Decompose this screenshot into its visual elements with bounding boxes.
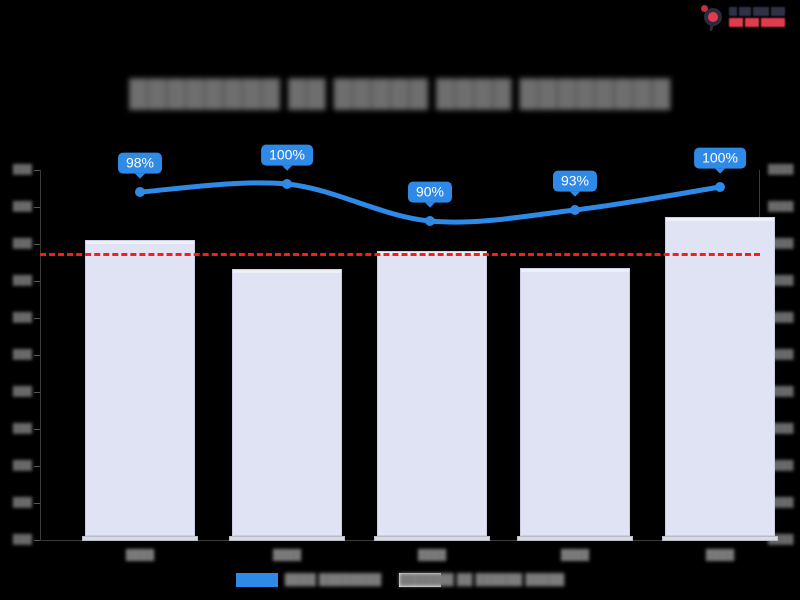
legend-item[interactable]: ███████ ██ ██████ █████ — [399, 573, 565, 587]
y-tick-label-right: ████ — [768, 497, 794, 507]
target-threshold-line — [40, 253, 760, 256]
y-axis-right-ticks: ████ ████ ████ ████ ████ ████ ████ ████ ████ ████… — [759, 164, 794, 544]
logo-wordmark — [729, 7, 785, 27]
data-label: 100% — [261, 144, 313, 172]
brand-logo — [700, 2, 792, 32]
y-tick-label-left: ███ — [12, 460, 32, 470]
y-tick-left — [34, 429, 40, 430]
legend-label: ████ ████████ — [284, 574, 382, 586]
bar-base — [662, 536, 778, 541]
line-marker[interactable] — [715, 182, 725, 192]
chart-legend: ████ ████████ ███████ ██ ██████ █████ — [0, 570, 800, 590]
y-tick-label-left: ███ — [12, 275, 32, 285]
y-tick-left — [34, 355, 40, 356]
line-marker[interactable] — [570, 205, 580, 215]
x-axis-label: ████ — [705, 550, 735, 561]
y-tick-label-right: ████ — [768, 201, 794, 211]
y-tick-label-right: ████ — [768, 312, 794, 322]
y-tick-left — [34, 244, 40, 245]
x-axis-label: ████ — [272, 550, 302, 561]
y-tick-label-left: ███ — [12, 238, 32, 248]
y-tick-label-left: ███ — [12, 349, 32, 359]
legend-swatch — [235, 573, 278, 587]
y-tick-left — [34, 318, 40, 319]
y-tick-left — [34, 207, 40, 208]
y-tick-left — [34, 503, 40, 504]
y-tick-label-right: ████ — [768, 423, 794, 433]
y-tick-label-left: ███ — [12, 312, 32, 322]
chart-title: ████████ ██ █████ ████ ████████ — [0, 76, 800, 110]
bar-base — [82, 536, 198, 541]
chart-title-text: ████████ ██ █████ ████ ████████ — [129, 77, 671, 108]
line-series — [135, 179, 725, 226]
data-label: 90% — [407, 181, 453, 209]
y-axis-left-ticks: ███ ███ ███ ███ ███ ███ ███ ███ ███ ███ ███ — [13, 164, 41, 544]
legend-swatch — [399, 573, 442, 587]
line-marker[interactable] — [282, 179, 292, 189]
bar-base — [517, 536, 633, 541]
bar-base — [374, 536, 490, 541]
y-tick-label-right: ████ — [768, 349, 794, 359]
data-label: 100% — [694, 147, 746, 175]
y-tick-label-left: ███ — [12, 534, 32, 544]
logo-spiral-icon — [700, 4, 726, 32]
plot-area: ███ ███ ███ ███ ███ ███ ███ ███ ███ ███ ███ ████ ██… — [13, 144, 794, 561]
y-tick-left — [34, 281, 40, 282]
logo-wordmark-line1 — [729, 7, 785, 16]
line-marker[interactable] — [135, 187, 145, 197]
bar[interactable] — [520, 268, 630, 536]
y-tick-label-right: ████ — [768, 386, 794, 396]
y-tick-label-left: ███ — [12, 423, 32, 433]
bar-base — [229, 536, 345, 541]
line-marker[interactable] — [425, 216, 435, 226]
bar[interactable] — [232, 269, 342, 536]
y-tick-label-left: ███ — [12, 164, 32, 174]
legend-label: ███████ ██ ██████ █████ — [399, 574, 565, 586]
data-label: 98% — [117, 152, 163, 180]
logo-wordmark-line2 — [729, 18, 785, 27]
x-axis-label: ████ — [417, 550, 447, 561]
y-tick-left — [34, 170, 40, 171]
y-tick-label-right: ████ — [768, 534, 794, 544]
y-tick-label-left: ███ — [12, 386, 32, 396]
bar[interactable] — [377, 251, 487, 536]
data-label: 93% — [552, 170, 598, 198]
y-axis-left — [40, 170, 41, 540]
bar[interactable] — [665, 217, 775, 536]
y-tick-label-left: ███ — [12, 201, 32, 211]
y-tick-left — [34, 540, 40, 541]
y-tick-label-right: ████ — [768, 164, 794, 174]
y-tick-label-left: ███ — [12, 497, 32, 507]
x-axis-label: ████ — [560, 550, 590, 561]
y-tick-label-right: ████ — [768, 275, 794, 285]
x-axis-label: ████ — [125, 550, 155, 561]
y-tick-left — [34, 392, 40, 393]
y-tick-label-right: ████ — [768, 238, 794, 248]
y-tick-label-right: ████ — [768, 460, 794, 470]
legend-item[interactable]: ████ ████████ — [235, 573, 382, 587]
bar[interactable] — [85, 240, 195, 536]
y-tick-left — [34, 466, 40, 467]
